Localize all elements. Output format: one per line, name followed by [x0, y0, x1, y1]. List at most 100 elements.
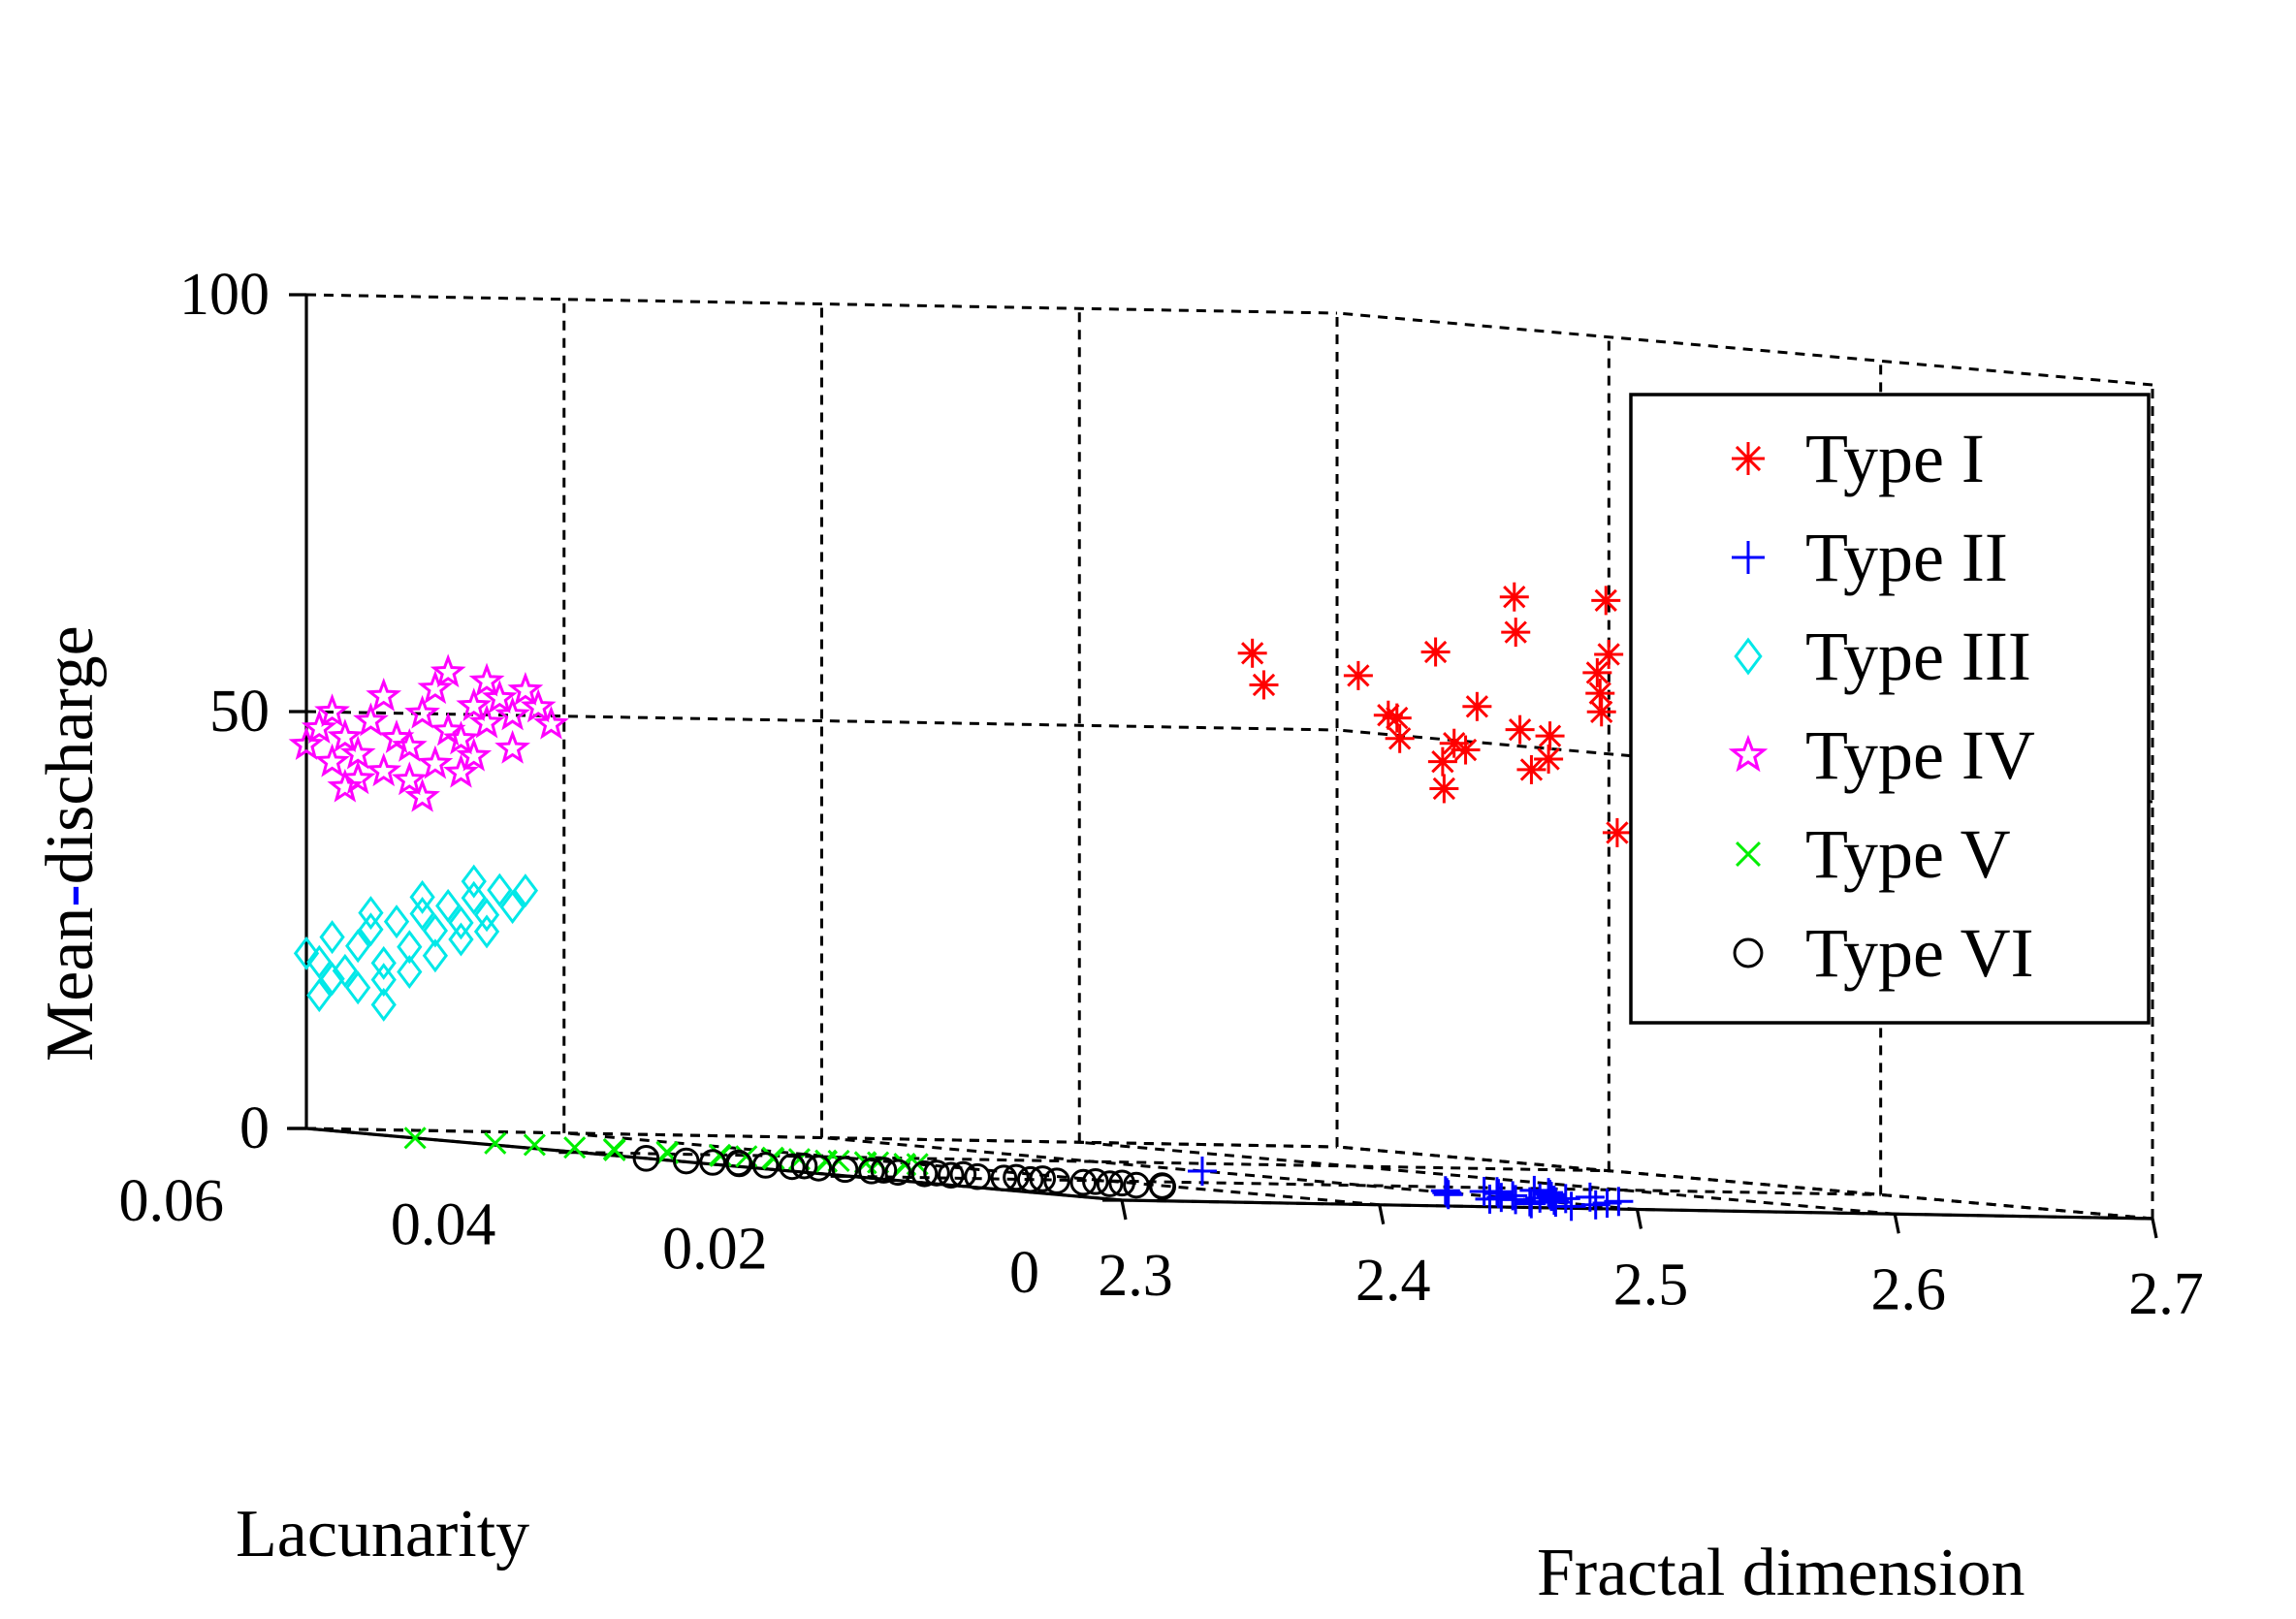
data-point	[672, 1147, 700, 1175]
data-point	[314, 693, 350, 728]
grid-layer	[304, 293, 2154, 1221]
data-point	[1069, 1168, 1098, 1196]
data-point	[327, 718, 364, 753]
grid-line-backwall-z	[305, 1127, 1338, 1149]
data-point	[1535, 721, 1565, 751]
data-point	[366, 677, 402, 712]
series-type-ii	[1187, 1157, 1634, 1222]
data-point	[1249, 670, 1279, 700]
data-point	[1591, 586, 1621, 616]
data-point	[366, 752, 402, 787]
data-point	[319, 920, 345, 955]
data-point	[1499, 582, 1529, 612]
legend-marker-star-icon	[1728, 734, 1769, 773]
data-point	[533, 705, 569, 740]
data-point	[301, 710, 337, 744]
data-point	[332, 953, 358, 988]
legend-items: Type I Type II Type III Type IV Type V Type V…	[1728, 420, 2035, 992]
data-point	[1096, 1170, 1124, 1197]
x-tick-label: 2.4	[1355, 1248, 1431, 1314]
data-point	[1501, 618, 1531, 648]
data-point	[409, 897, 435, 932]
data-point	[884, 1159, 911, 1187]
data-point	[1003, 1163, 1030, 1191]
data-point	[1385, 723, 1415, 753]
x-tick-mark	[2151, 1218, 2158, 1239]
data-point	[456, 687, 493, 722]
data-point	[494, 729, 531, 764]
data-point	[1594, 639, 1624, 669]
data-point	[937, 1161, 965, 1190]
data-point	[507, 671, 544, 706]
data-point	[391, 728, 428, 762]
z-tick-label: 100	[179, 262, 270, 328]
legend-marker-circle-icon	[1733, 937, 1764, 968]
data-point	[314, 743, 350, 778]
x-tick-label: 2.7	[2128, 1261, 2204, 1327]
data-point	[358, 912, 384, 947]
data-point	[1148, 1172, 1176, 1199]
data-point	[404, 778, 440, 812]
data-point	[288, 726, 325, 760]
data-point	[370, 987, 397, 1022]
legend-marker-x-icon	[1736, 841, 1761, 867]
z-axis-label: Mean-discharge	[33, 625, 108, 1062]
grid-line-floor-x	[563, 1131, 1380, 1207]
data-point	[1525, 1183, 1555, 1213]
data-point	[1498, 1181, 1528, 1211]
z-axis-label-tail: discharge	[33, 625, 108, 884]
x-tick-label: 2.3	[1098, 1243, 1173, 1309]
data-point	[473, 898, 500, 933]
data-point	[563, 1136, 587, 1159]
data-point	[403, 1127, 427, 1150]
grid-line-floor-x	[821, 1136, 1638, 1211]
grid-line-backwall-z	[305, 710, 1338, 732]
x-tick-mark	[1893, 1213, 1900, 1234]
data-point	[422, 938, 448, 973]
data-point	[1043, 1167, 1070, 1194]
y-tick-label: 0	[1009, 1240, 1039, 1306]
data-point	[417, 745, 454, 779]
data-point	[1108, 1169, 1135, 1197]
data-point	[512, 873, 539, 908]
data-point	[353, 702, 389, 737]
x-tick-label: 2.5	[1613, 1253, 1689, 1318]
data-point	[1430, 1176, 1460, 1206]
data-point	[306, 978, 333, 1013]
data-point	[448, 922, 474, 957]
data-point	[1469, 1176, 1499, 1206]
data-point	[1029, 1165, 1057, 1192]
data-point	[327, 768, 364, 803]
data-point	[448, 905, 474, 940]
data-point	[487, 873, 513, 907]
data-point	[858, 1158, 885, 1185]
x-tick-label: 2.6	[1871, 1256, 1947, 1322]
data-point	[383, 905, 410, 939]
data-point	[417, 670, 454, 705]
legend-label: Type III	[1805, 618, 2031, 695]
data-point	[306, 944, 333, 979]
data-point	[1534, 744, 1564, 774]
data-point	[461, 880, 487, 915]
data-point	[779, 1153, 806, 1181]
data-point	[473, 914, 500, 949]
data-point	[397, 955, 423, 989]
data-point	[435, 888, 462, 923]
x-axis-label: Fractal dimension	[1537, 1536, 2025, 1610]
data-point	[831, 1156, 859, 1184]
data-point	[1575, 1182, 1605, 1212]
grid-line-backwall-z	[305, 293, 1338, 315]
data-point	[391, 761, 428, 796]
data-point	[1343, 660, 1373, 690]
data-point	[910, 1159, 939, 1188]
legend: Type I Type II Type III Type IV Type V Type V…	[1629, 393, 2151, 1025]
y-tick-label: 0.02	[662, 1216, 768, 1282]
data-point	[870, 1157, 898, 1184]
data-point	[443, 753, 479, 788]
data-point	[481, 680, 518, 714]
data-point	[397, 930, 423, 965]
data-point	[1582, 657, 1612, 687]
legend-label: Type I	[1805, 420, 1985, 497]
series-type-iii	[293, 864, 539, 1022]
data-point	[1123, 1171, 1150, 1199]
